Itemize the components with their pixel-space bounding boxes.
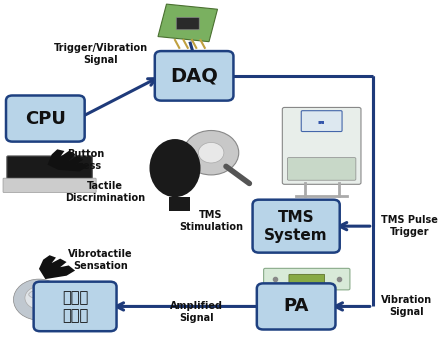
Text: Tactile
Discrimination: Tactile Discrimination — [65, 181, 145, 203]
Ellipse shape — [149, 139, 201, 197]
FancyBboxPatch shape — [264, 268, 350, 290]
Text: Trigger/Vibration
Signal: Trigger/Vibration Signal — [54, 43, 148, 64]
FancyBboxPatch shape — [3, 178, 96, 192]
FancyBboxPatch shape — [7, 156, 93, 182]
FancyBboxPatch shape — [34, 282, 117, 331]
Polygon shape — [47, 149, 88, 172]
Text: Vibration
Signal: Vibration Signal — [381, 295, 432, 317]
Circle shape — [13, 279, 64, 320]
Text: CPU: CPU — [25, 109, 66, 128]
FancyBboxPatch shape — [176, 17, 199, 30]
FancyBboxPatch shape — [155, 51, 233, 100]
Text: 촉감각
자극기: 촉감각 자극기 — [62, 290, 88, 323]
FancyBboxPatch shape — [6, 95, 84, 142]
Circle shape — [183, 130, 239, 175]
FancyBboxPatch shape — [283, 107, 361, 184]
FancyBboxPatch shape — [301, 111, 342, 131]
FancyBboxPatch shape — [253, 200, 340, 253]
FancyBboxPatch shape — [289, 274, 325, 284]
Text: TMS Pulse
Trigger: TMS Pulse Trigger — [381, 215, 438, 237]
Ellipse shape — [29, 291, 49, 298]
Circle shape — [25, 287, 53, 309]
Circle shape — [198, 142, 224, 163]
FancyBboxPatch shape — [287, 158, 356, 180]
Text: TMS
System: TMS System — [264, 210, 328, 243]
FancyBboxPatch shape — [257, 283, 335, 330]
Polygon shape — [39, 255, 75, 279]
FancyBboxPatch shape — [169, 197, 190, 211]
Text: PA: PA — [283, 297, 309, 316]
Text: TMS
Stimulation: TMS Stimulation — [179, 210, 243, 232]
Text: DAQ: DAQ — [170, 66, 218, 85]
Text: ▪▪: ▪▪ — [318, 119, 325, 124]
Polygon shape — [158, 4, 218, 42]
Text: Button
Press: Button Press — [67, 149, 104, 170]
Text: Amplified
Signal: Amplified Signal — [170, 300, 223, 322]
Text: Vibrotactile
Sensation: Vibrotactile Sensation — [68, 249, 133, 271]
